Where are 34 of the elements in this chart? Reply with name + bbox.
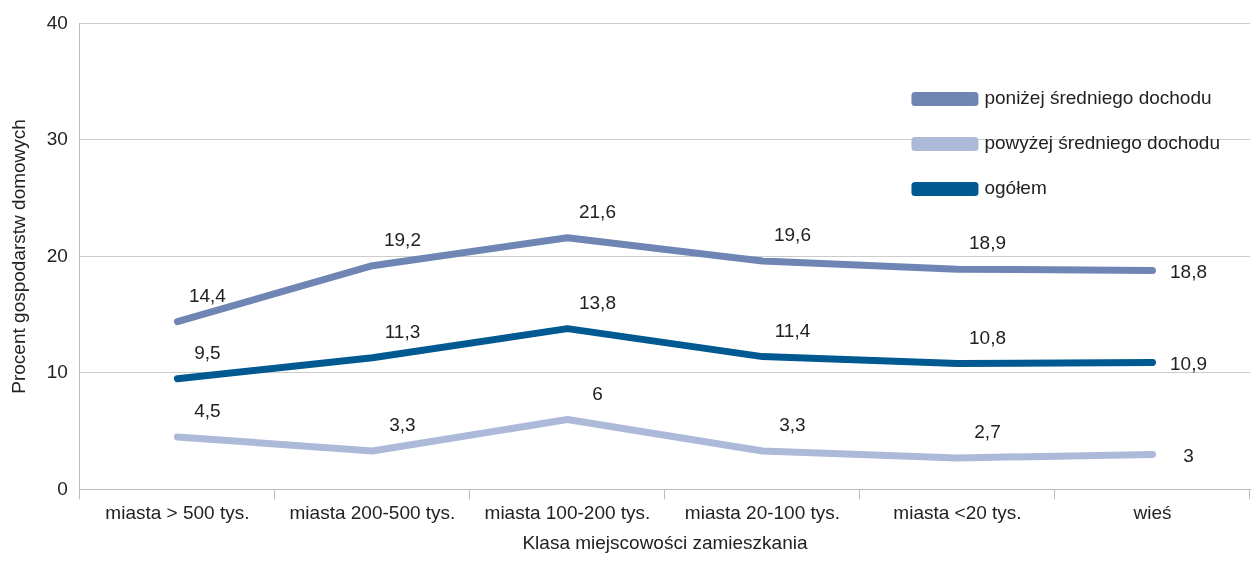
data-label: 10,9	[1170, 352, 1207, 374]
x-tick-label: miasta 200-500 tys.	[289, 502, 456, 524]
data-label: 10,8	[968, 326, 1006, 348]
data-label: 14,4	[188, 284, 227, 306]
x-axis-title: Klasa miejscowości zamieszkania	[522, 531, 808, 553]
data-label: 21,6	[578, 200, 616, 222]
data-label: 18,8	[1170, 260, 1207, 282]
data-label: 3,3	[779, 414, 806, 436]
x-tick-label: miasta <20 tys.	[893, 502, 1022, 524]
data-label: 18,9	[968, 232, 1006, 254]
x-tick-label: wieś	[1132, 502, 1172, 524]
data-label: 6	[592, 382, 603, 404]
y-tick-label: 20	[46, 244, 68, 266]
data-label: 3	[1183, 444, 1194, 466]
legend-label: ogółem	[984, 177, 1047, 199]
legend-label: poniżej średniego dochodu	[984, 87, 1212, 109]
data-label: 11,3	[384, 320, 421, 342]
data-label: 19,6	[773, 224, 811, 246]
data-label: 9,5	[194, 341, 221, 363]
y-tick-label: 10	[46, 361, 68, 383]
data-label: 4,5	[194, 400, 221, 422]
y-tick-label: 40	[46, 11, 68, 33]
x-tick-label: miasta 20-100 tys.	[684, 502, 841, 524]
data-label: 3,3	[389, 414, 416, 436]
data-label: 2,7	[974, 421, 1001, 443]
data-label: 11,4	[774, 319, 811, 341]
x-tick-label: miasta > 500 tys.	[105, 502, 250, 524]
data-label: 19,2	[383, 228, 421, 250]
legend-label: powyżej średniego dochodu	[984, 132, 1221, 154]
y-tick-label: 30	[46, 128, 68, 150]
data-label: 13,8	[578, 291, 616, 313]
x-tick-label: miasta 100-200 tys.	[484, 502, 651, 524]
y-axis-title: Procent gospodarstw domowych	[7, 119, 29, 394]
y-tick-label: 0	[57, 477, 68, 499]
